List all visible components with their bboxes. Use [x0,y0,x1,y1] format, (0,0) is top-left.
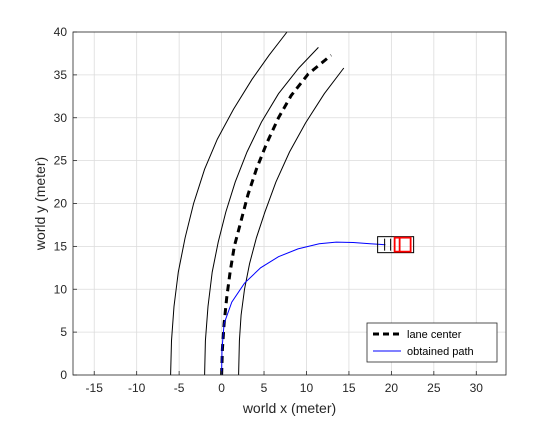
x-tick-label: -10 [128,381,146,395]
vehicle-front [395,238,411,252]
y-tick-label: 35 [54,68,68,82]
lane-boundary-line [239,68,344,375]
y-tick-label: 20 [54,197,68,211]
legend-label: obtained path [407,346,474,358]
y-tick-label: 0 [60,368,67,382]
y-tick-label: 40 [54,25,68,39]
x-tick-label: 10 [300,381,314,395]
x-tick-label: 20 [385,381,399,395]
x-axis-label: world x (meter) [242,400,336,416]
y-tick-label: 25 [54,154,68,168]
y-axis-label: world y (meter) [32,157,48,251]
x-tick-label: -15 [86,381,104,395]
x-tick-label: 15 [342,381,356,395]
series-line-obtained-path [222,242,386,375]
y-tick-label: 5 [60,325,67,339]
x-tick-label: 0 [218,381,225,395]
y-tick-label: 30 [54,111,68,125]
x-tick-label: 30 [470,381,484,395]
legend-label: lane center [407,329,462,341]
x-tick-label: -5 [174,381,185,395]
x-tick-label: 25 [427,381,441,395]
x-tick-label: 5 [261,381,268,395]
series-line-lane-center [222,55,332,375]
y-tick-label: 15 [54,239,68,253]
y-tick-label: 10 [54,282,68,296]
